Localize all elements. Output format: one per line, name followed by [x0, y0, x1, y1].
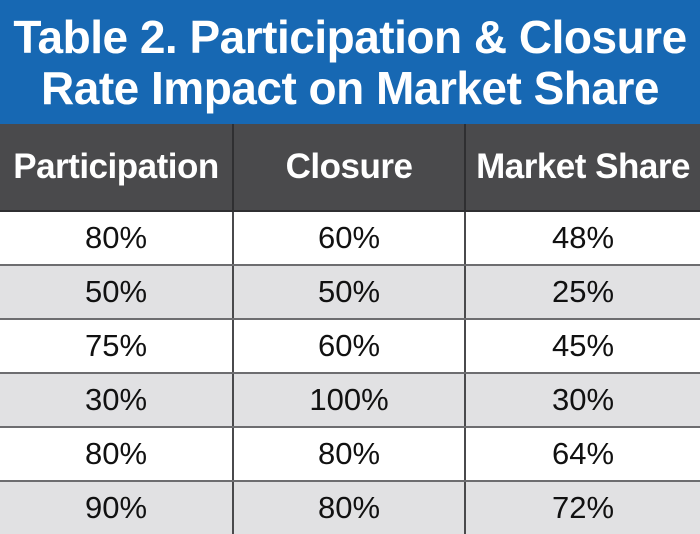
column-header-closure: Closure [233, 124, 466, 212]
table-title-line-1: Table 2. Participation & Closure [13, 11, 687, 63]
market-share-cell: 72% [465, 481, 700, 534]
closure-cell: 80% [233, 427, 466, 482]
market-share-cell: 45% [465, 319, 700, 374]
closure-cell: 50% [233, 265, 466, 320]
table-row: 80% 80% 64% [0, 427, 700, 482]
participation-cell: 75% [0, 319, 234, 374]
participation-cell: 90% [0, 481, 234, 534]
table-row: 80% 60% 48% [0, 211, 700, 266]
table-row: 30% 100% 30% [0, 373, 700, 428]
market-share-cell: 48% [465, 211, 700, 266]
market-share-cell: 30% [465, 373, 700, 428]
data-table: Participation Closure Market Share 80% 6… [0, 124, 700, 534]
market-share-cell: 25% [465, 265, 700, 320]
table-row: 75% 60% 45% [0, 319, 700, 374]
market-share-cell: 64% [465, 427, 700, 482]
closure-cell: 100% [233, 373, 466, 428]
table-body: 80% 60% 48% 50% 50% 25% 75% 60% 45% 30% … [0, 211, 700, 534]
column-header-participation: Participation [0, 124, 234, 212]
closure-cell: 80% [233, 481, 466, 534]
table-title: Table 2. Participation & Closure Rate Im… [0, 0, 700, 124]
participation-cell: 80% [0, 211, 234, 266]
column-header-market-share: Market Share [465, 124, 700, 212]
closure-cell: 60% [233, 211, 466, 266]
participation-cell: 30% [0, 373, 234, 428]
table-row: 90% 80% 72% [0, 481, 700, 534]
table-header-row: Participation Closure Market Share [0, 124, 700, 212]
table-row: 50% 50% 25% [0, 265, 700, 320]
participation-cell: 50% [0, 265, 234, 320]
closure-cell: 60% [233, 319, 466, 374]
table-title-line-2: Rate Impact on Market Share [41, 62, 659, 114]
table-header: Participation Closure Market Share [0, 124, 700, 212]
participation-cell: 80% [0, 427, 234, 482]
data-table-container: Participation Closure Market Share 80% 6… [0, 124, 700, 534]
